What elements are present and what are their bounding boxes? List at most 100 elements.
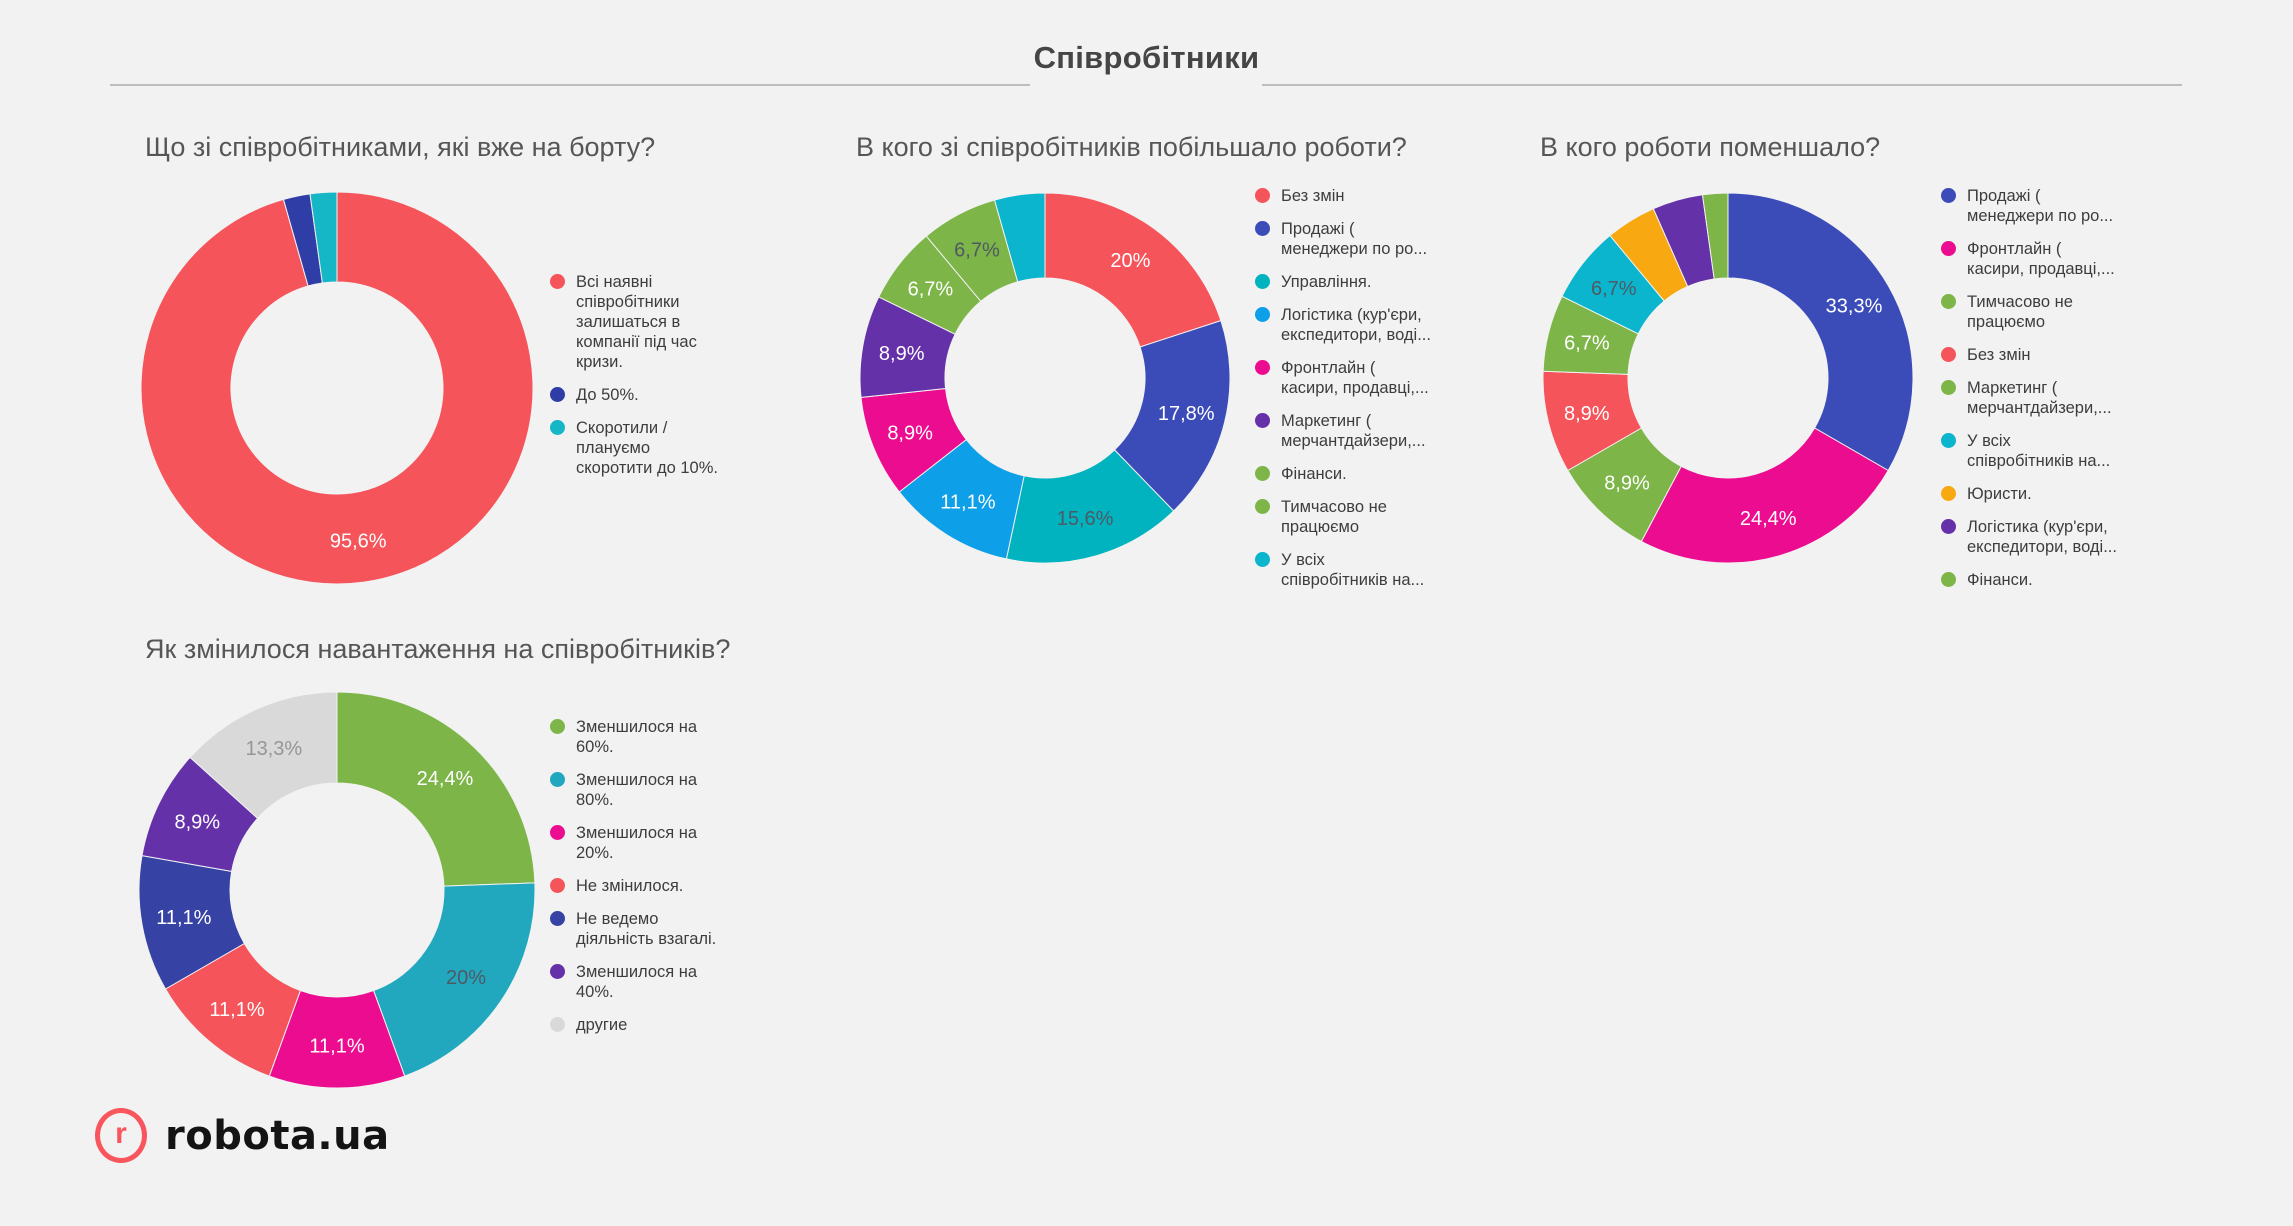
legend-label: Без змін: [1281, 187, 1345, 205]
legend-label: Продажі (менеджери по ро...: [1967, 187, 2114, 225]
legend-color-dot: [1941, 380, 1956, 395]
legend-color-dot: [550, 911, 565, 926]
legend-label: У всіх співробітників на...: [1967, 432, 2111, 470]
legend-label: Без змін: [1967, 346, 2031, 364]
chart-title: Що зі співробітниками, які вже на борту?: [145, 132, 656, 162]
legend-item: Логістика (кур'єри, експедитори, воді...: [1255, 305, 1485, 345]
legend-color-dot: [1941, 294, 1956, 309]
legend-color-dot: [550, 964, 565, 979]
legend-label: Не змінилося.: [576, 877, 684, 895]
legend-color-dot: [1255, 413, 1270, 428]
legend-color-dot: [1941, 188, 1956, 203]
legend-label: другие: [576, 1016, 628, 1034]
slice-value-label: 8,9%: [1604, 473, 1650, 495]
legend-item: Зменшилося на 80%.: [550, 770, 780, 810]
legend-label: Зменшилося на 60%.: [576, 718, 698, 756]
robota-ua-logo: r robota.ua: [95, 1108, 390, 1163]
slice-value-label: 11,1%: [940, 491, 995, 513]
legend-color-dot: [550, 420, 565, 435]
legend-item: Скоротили / плануємо скоротити до 10%.: [550, 418, 780, 478]
chart-legend: Продажі (менеджери по ро... Фронтлайн (ка…: [1941, 186, 2171, 590]
legend-label: Маркетинг (мерчантдайзери,...: [1967, 379, 2112, 417]
chart-title: В кого зі співробітників побільшало робо…: [856, 132, 1407, 162]
legend-item: Продажі (менеджери по ро...: [1255, 219, 1485, 259]
legend-item: Без змін: [1255, 186, 1485, 206]
legend-label: Юристи.: [1967, 485, 2032, 503]
legend-item: До 50%.: [550, 385, 780, 405]
legend-item: Фронтлайн (касири, продавці,...: [1941, 239, 2171, 279]
legend-label: Тимчасово не працюємо: [1281, 498, 1387, 536]
legend-color-dot: [550, 387, 565, 402]
legend-item: Юристи.: [1941, 484, 2171, 504]
legend-item: другие: [550, 1015, 780, 1035]
legend-label: Логістика (кур'єри, експедитори, воді...: [1967, 518, 2117, 556]
slice-value-label: 6,7%: [954, 239, 1000, 261]
legend-item: Не ведемо діяльність взагалі.: [550, 909, 780, 949]
slice-value-label: 95,6%: [330, 531, 387, 553]
legend-item: Фінанси.: [1255, 464, 1485, 484]
legend-color-dot: [1255, 360, 1270, 375]
legend-color-dot: [1255, 221, 1270, 236]
chart-title: Як змінилося навантаження на співробітни…: [145, 634, 731, 664]
legend-item: Фронтлайн (касири, продавці,...: [1255, 358, 1485, 398]
donut-chart: 20% 17,8% 15,6% 11,1% 8,9% 8,9% 6,7% 6,7%: [857, 190, 1233, 571]
legend-color-dot: [1255, 307, 1270, 322]
title-rule-left: [110, 84, 1030, 86]
page-title: Співробітники: [1033, 40, 1260, 75]
legend-item: Без змін: [1941, 345, 2171, 365]
legend-item: Тимчасово не працюємо: [1255, 497, 1485, 537]
donut-slice: [1727, 192, 1914, 472]
legend-label: Фінанси.: [1281, 465, 1347, 483]
legend-color-dot: [1255, 188, 1270, 203]
slice-value-label: 24,4%: [1740, 508, 1797, 530]
slice-value-label: 6,7%: [908, 278, 954, 300]
slice-value-label: 8,9%: [887, 423, 933, 445]
legend-label: Зменшилося на 80%.: [576, 771, 698, 809]
legend-item: Не змінилося.: [550, 876, 780, 896]
robota-logo-icon: r: [95, 1108, 147, 1163]
donut-chart: 95,6%: [138, 189, 536, 592]
legend-label: Маркетинг (мерчантдайзери,...: [1281, 412, 1426, 450]
slice-value-label: 8,9%: [1564, 403, 1610, 425]
donut-slice: [1701, 192, 1729, 280]
legend-color-dot: [1941, 433, 1956, 448]
legend-label: Логістика (кур'єри, експедитори, воді...: [1281, 306, 1431, 344]
legend-item: Продажі (менеджери по ро...: [1941, 186, 2171, 226]
legend-color-dot: [1255, 499, 1270, 514]
legend-item: Маркетинг (мерчантдайзери,...: [1941, 378, 2171, 418]
legend-color-dot: [1941, 486, 1956, 501]
slice-value-label: 11,1%: [209, 999, 264, 1021]
donut-slice: [993, 192, 1046, 283]
legend-item: У всіх співробітників на...: [1941, 431, 2171, 471]
slice-value-label: 11,1%: [309, 1036, 364, 1058]
chart-legend: Без змін Продажі (менеджери по ро... Управ…: [1255, 186, 1485, 590]
donut-slice: [309, 191, 338, 284]
donut-chart: 33,3% 24,4% 8,9% 8,9% 6,7% 6,7%: [1540, 190, 1916, 571]
slice-value-label: 17,8%: [1158, 403, 1215, 425]
logo-text: robota.ua: [165, 1112, 390, 1159]
legend-label: У всіх співробітників на...: [1281, 551, 1425, 589]
legend-color-dot: [550, 1017, 565, 1032]
slice-value-label: 20%: [1110, 250, 1150, 272]
legend-color-dot: [1255, 274, 1270, 289]
legend-item: Зменшилося на 60%.: [550, 717, 780, 757]
legend-label: Всі наявні співробітники залишаться в компа…: [576, 273, 697, 371]
legend-color-dot: [1941, 241, 1956, 256]
legend-item: Всі наявні співробітники залишаться в компа…: [550, 272, 780, 372]
legend-label: Зменшилося на 20%.: [576, 824, 698, 862]
legend-item: Тимчасово не працюємо: [1941, 292, 2171, 332]
legend-item: Управління.: [1255, 272, 1485, 292]
legend-label: Продажі (менеджери по ро...: [1281, 220, 1428, 258]
slice-value-label: 15,6%: [1057, 508, 1114, 530]
legend-label: Управління.: [1281, 273, 1372, 291]
slice-value-label: 8,9%: [174, 812, 220, 834]
legend-color-dot: [550, 825, 565, 840]
legend-color-dot: [1941, 572, 1956, 587]
slice-value-label: 6,7%: [1591, 278, 1637, 300]
legend-label: Фронтлайн (касири, продавці,...: [1281, 359, 1429, 397]
legend-label: Фінанси.: [1967, 571, 2033, 589]
legend-item: Маркетинг (мерчантдайзери,...: [1255, 411, 1485, 451]
title-rule-right: [1262, 84, 2182, 86]
legend-item: Логістика (кур'єри, експедитори, воді...: [1941, 517, 2171, 557]
